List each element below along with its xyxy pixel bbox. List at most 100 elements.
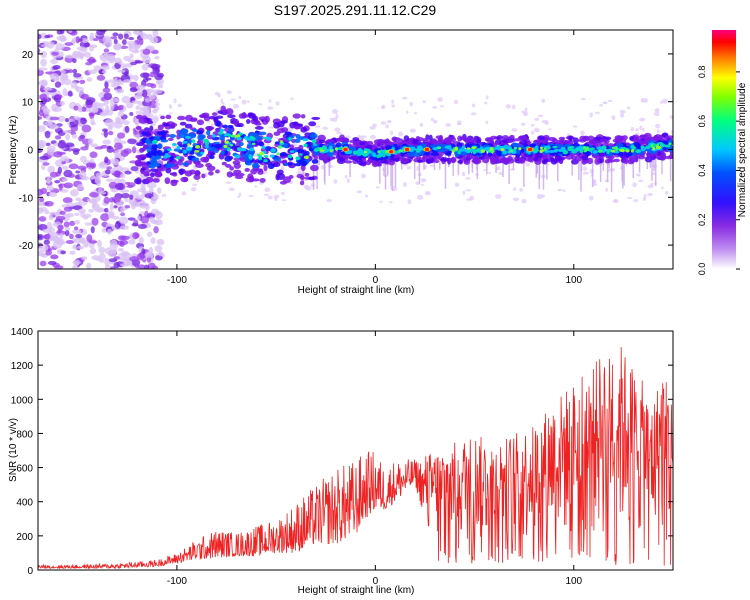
heatmap-cell <box>127 217 136 221</box>
heatmap-cell <box>71 134 78 139</box>
heatmap-cell <box>194 144 201 149</box>
heatmap-cell <box>225 132 230 137</box>
heatmap-cell <box>622 154 624 189</box>
heatmap-cell <box>152 115 159 124</box>
heatmap-cell <box>164 153 169 156</box>
heatmap-cell <box>76 245 85 250</box>
heatmap-cell <box>421 183 424 186</box>
heatmap-cell <box>275 136 279 140</box>
heatmap-cell <box>223 144 228 149</box>
x-tick-label: 0 <box>373 576 379 587</box>
heatmap-cell <box>549 150 555 154</box>
heatmap-cell <box>209 115 217 120</box>
heatmap-cell <box>562 150 569 155</box>
heatmap-cell <box>69 250 76 255</box>
heatmap-cell <box>154 55 160 60</box>
heatmap-cell <box>217 93 221 98</box>
heatmap-cell <box>147 231 153 237</box>
heatmap-cell <box>80 155 87 163</box>
heatmap-cell <box>134 43 139 50</box>
heatmap-cell <box>102 128 108 133</box>
heatmap-cell <box>62 197 73 204</box>
heatmap-cell <box>145 82 155 87</box>
heatmap-cell <box>415 181 420 185</box>
heatmap-cell <box>137 155 142 162</box>
heatmap-cell <box>254 185 258 188</box>
heatmap-cell <box>40 85 45 93</box>
heatmap-cell <box>59 210 66 215</box>
heatmap-cell <box>165 167 172 174</box>
heatmap-cell <box>288 174 294 179</box>
heatmap-cell <box>57 141 67 149</box>
heatmap-cell <box>638 179 644 183</box>
heatmap-cell <box>91 121 96 126</box>
heatmap-cell <box>146 182 157 189</box>
heatmap-cell <box>73 54 84 59</box>
heatmap-cell <box>416 194 424 200</box>
heatmap-cell <box>303 155 308 159</box>
heatmap-cell <box>69 220 76 227</box>
heatmap-cell <box>335 142 342 149</box>
heatmap-cell <box>170 122 178 127</box>
heatmap-cell <box>547 137 557 142</box>
heatmap-cell <box>95 172 103 179</box>
heatmap-cell <box>388 201 393 204</box>
heatmap-cell <box>88 240 98 244</box>
heatmap-cell <box>201 173 206 179</box>
heatmap-cell <box>70 189 79 197</box>
heatmap-cell <box>96 74 106 81</box>
heatmap-cell <box>611 149 616 153</box>
heatmap-cell <box>65 240 75 244</box>
heatmap-cell <box>49 235 60 241</box>
heatmap-cell <box>270 148 276 153</box>
heatmap-cell <box>376 160 382 167</box>
heatmap-cell <box>385 145 393 151</box>
heatmap-cell <box>150 237 156 244</box>
heatmap-cell <box>251 162 260 169</box>
heatmap-cell <box>78 135 84 142</box>
heatmap-cell <box>472 149 478 154</box>
heatmap-cell <box>228 128 233 133</box>
heatmap-cell <box>90 226 95 234</box>
heatmap-cell <box>277 145 283 149</box>
heatmap-cell <box>372 123 377 127</box>
heatmap-cell <box>313 143 318 147</box>
heatmap-cell <box>246 142 254 149</box>
heatmap-cell <box>633 138 639 143</box>
heatmap-cell <box>498 171 503 176</box>
heatmap-cell <box>279 180 287 185</box>
heatmap-cell <box>144 252 155 258</box>
heatmap-cell <box>500 145 506 149</box>
heatmap-cell <box>488 171 492 175</box>
heatmap-cell <box>303 150 310 156</box>
heatmap-cell <box>503 144 508 150</box>
heatmap-cell <box>654 111 660 117</box>
heatmap-cell <box>495 154 497 174</box>
heatmap-cell <box>120 235 130 241</box>
heatmap-cell <box>521 198 527 204</box>
heatmap-cell <box>220 150 226 155</box>
heatmap-cell <box>454 182 460 187</box>
heatmap-cell <box>213 149 219 153</box>
heatmap-cell <box>128 45 134 52</box>
heatmap-cell <box>237 122 244 128</box>
snr-x-ticks: -100 0 100 <box>167 331 583 587</box>
heatmap-cell <box>656 129 660 134</box>
heatmap-cell <box>541 119 548 124</box>
heatmap-cell <box>190 117 198 121</box>
heatmap-cell <box>580 154 582 192</box>
heatmap-cell <box>391 104 396 108</box>
heatmap-cell <box>287 154 293 159</box>
heatmap-cell <box>635 149 641 153</box>
heatmap-cell <box>666 144 671 148</box>
heatmap-cell <box>668 142 672 146</box>
heatmap-cell <box>119 45 129 50</box>
heatmap-cell <box>141 63 149 71</box>
heatmap-cell <box>64 230 70 237</box>
heatmap-cell <box>84 144 89 148</box>
heatmap-cell <box>639 117 646 122</box>
heatmap-cell <box>471 103 476 108</box>
heatmap-cell <box>538 135 545 141</box>
heatmap-cell <box>148 151 155 156</box>
heatmap-cell <box>655 145 661 150</box>
